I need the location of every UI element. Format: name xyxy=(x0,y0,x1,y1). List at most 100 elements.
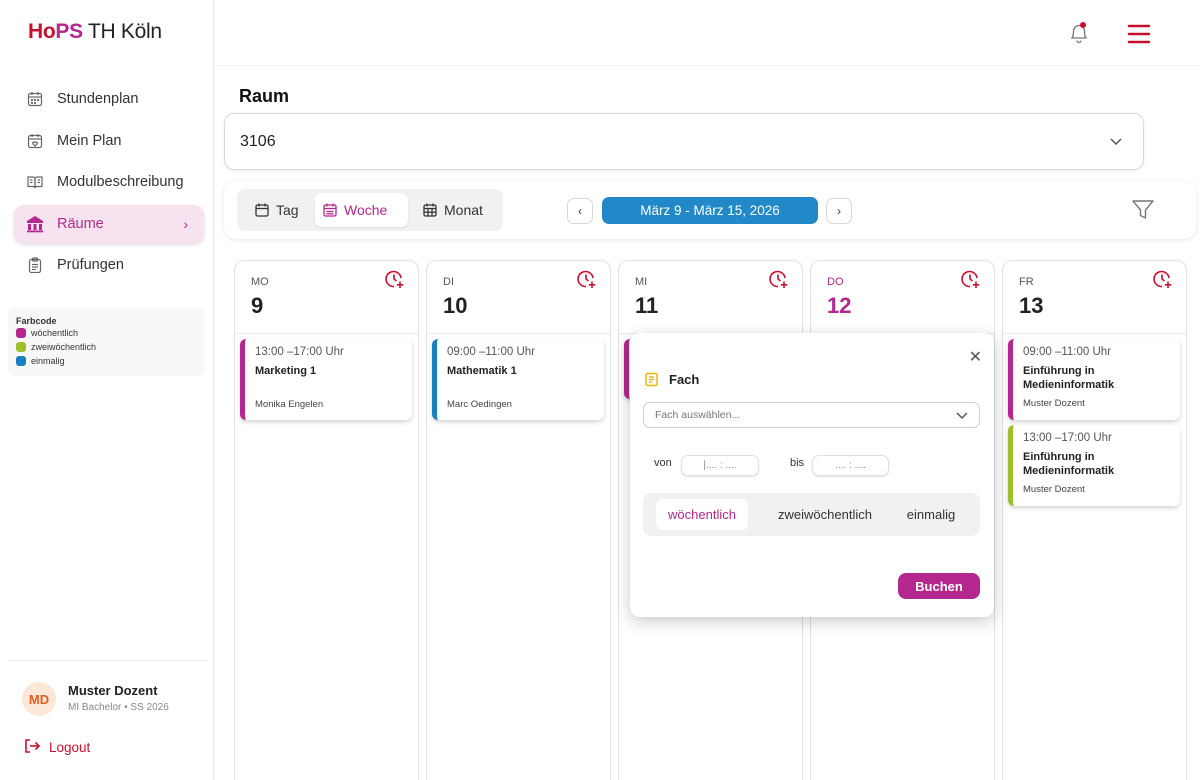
event-card[interactable]: 09:00 –11:00 Uhr Mathematik 1 Marc Oedin… xyxy=(432,339,604,420)
day-header: DO 12 xyxy=(811,261,994,334)
building-icon xyxy=(26,215,44,233)
calendar-month-icon xyxy=(423,203,437,217)
sidebar-item-pruefungen[interactable]: Prüfungen xyxy=(14,246,204,284)
event-lecturer: Marc Oedingen xyxy=(447,398,512,410)
user-name: Muster Dozent xyxy=(68,683,158,698)
day-abbr: DI xyxy=(443,276,454,288)
calendar-icon xyxy=(255,203,269,217)
sidebar-item-modulbeschreibung[interactable]: Modulbeschreibung xyxy=(14,163,204,201)
to-time-placeholder: .... : .... xyxy=(835,460,866,471)
legend-title: Farbcode xyxy=(16,316,57,326)
day-number: 12 xyxy=(827,293,852,318)
day-column-monday: MO 9 13:00 –17:00 Uhr Marketing 1 Monika… xyxy=(234,260,419,780)
day-abbr: MO xyxy=(251,276,269,288)
to-time-input[interactable]: .... : .... xyxy=(812,455,889,476)
logout-icon xyxy=(24,738,41,757)
calendar-heart-icon xyxy=(26,132,44,150)
event-time: 09:00 –11:00 Uhr xyxy=(447,346,536,358)
add-time-clock-icon[interactable] xyxy=(384,269,406,296)
frequency-biweekly[interactable]: zweiwöchentlich xyxy=(778,507,872,522)
add-time-clock-icon[interactable] xyxy=(768,269,790,296)
logout-button[interactable]: Logout xyxy=(24,738,90,757)
day-number: 13 xyxy=(1019,293,1044,318)
add-time-clock-icon[interactable] xyxy=(576,269,598,296)
hamburger-menu-icon[interactable] xyxy=(1126,22,1152,46)
event-card[interactable]: 13:00 –17:00 Uhr Marketing 1 Monika Enge… xyxy=(240,339,412,420)
sidebar-item-mein-plan[interactable]: Mein Plan xyxy=(14,122,204,160)
subject-heading: Fach xyxy=(644,372,699,387)
event-lecturer: Monika Engelen xyxy=(255,398,324,410)
sidebar-item-stundenplan[interactable]: Stundenplan xyxy=(14,80,204,118)
notification-bell-icon[interactable] xyxy=(1067,20,1091,46)
frequency-once[interactable]: einmalig xyxy=(906,507,956,522)
frequency-switcher: wöchentlich zweiwöchentlich einmalig xyxy=(643,493,980,536)
date-range-display[interactable]: März 9 - März 15, 2026 xyxy=(602,197,818,224)
event-time: 13:00 –17:00 Uhr xyxy=(255,346,344,358)
book-button[interactable]: Buchen xyxy=(898,573,980,599)
chevron-right-icon: › xyxy=(837,204,841,218)
from-time-input[interactable]: |.... : .... xyxy=(681,455,759,476)
brand-logo[interactable]: HoPS TH Köln xyxy=(28,20,162,44)
color-legend: Farbcode wöchentlich zweiwöchentlich ein… xyxy=(8,308,204,376)
legend-label: einmalig xyxy=(31,356,65,366)
booking-dialog: ✕ Fach Fach auswählen... von |.... : ...… xyxy=(630,333,994,617)
legend-swatch xyxy=(16,342,26,352)
legend-label: zweiwöchentlich xyxy=(31,342,97,352)
filter-icon[interactable] xyxy=(1131,198,1155,227)
day-number: 11 xyxy=(635,293,659,318)
add-time-clock-icon[interactable] xyxy=(1152,269,1174,296)
event-time: 13:00 –17:00 Uhr xyxy=(1023,432,1112,444)
event-title: Marketing 1 xyxy=(255,365,317,377)
sidebar-nav: Stundenplan Mein Plan Modulbeschreibung … xyxy=(14,80,204,288)
chevron-down-icon xyxy=(1109,134,1123,153)
tab-week-view[interactable]: Woche xyxy=(315,193,408,227)
event-time: 09:00 –11:00 Uhr xyxy=(1023,346,1112,358)
event-lecturer: Muster Dozent xyxy=(1023,398,1085,409)
room-select[interactable]: 3106 xyxy=(224,113,1144,170)
event-title: Einführung in Medieninformatik xyxy=(1023,365,1115,391)
subject-label: Fach xyxy=(669,372,700,387)
room-label: Raum xyxy=(239,86,290,106)
brand-part-ps: PS xyxy=(55,20,83,43)
day-column-friday: FR 13 09:00 –11:00 Uhr Einführung in Med… xyxy=(1002,260,1187,780)
tab-month-view[interactable]: Monat xyxy=(415,193,491,227)
tab-label: Woche xyxy=(344,202,388,218)
close-icon[interactable]: ✕ xyxy=(968,349,982,366)
legend-label: wöchentlich xyxy=(31,328,79,338)
day-abbr: FR xyxy=(1019,276,1034,288)
day-abbr: DO xyxy=(827,276,844,288)
frequency-weekly[interactable]: wöchentlich xyxy=(656,499,748,530)
chevron-down-icon xyxy=(955,410,969,425)
day-number: 9 xyxy=(251,293,264,318)
from-label: von xyxy=(654,457,672,469)
sidebar: HoPS TH Köln Stundenplan Mein Plan Modul… xyxy=(0,0,214,780)
next-week-button[interactable]: › xyxy=(826,198,852,224)
event-title: Einführung in Medieninformatik xyxy=(1023,451,1115,477)
day-header: MO 9 xyxy=(235,261,418,334)
previous-week-button[interactable]: ‹ xyxy=(567,198,593,224)
room-select-value: 3106 xyxy=(240,132,276,150)
sidebar-item-raeume[interactable]: Räume › xyxy=(14,204,204,243)
logout-label: Logout xyxy=(49,740,91,755)
divider xyxy=(8,660,208,661)
sidebar-item-label: Mein Plan xyxy=(57,132,122,149)
legend-swatch xyxy=(16,356,26,366)
event-card[interactable]: 09:00 –11:00 Uhr Einführung in Medieninf… xyxy=(1008,339,1180,420)
calendar-icon xyxy=(26,90,44,108)
avatar[interactable]: MD xyxy=(22,682,56,716)
sidebar-item-label: Modulbeschreibung xyxy=(57,174,184,190)
day-column-tuesday: DI 10 09:00 –11:00 Uhr Mathematik 1 Marc… xyxy=(426,260,611,780)
event-lecturer: Muster Dozent xyxy=(1023,484,1085,495)
subject-select[interactable]: Fach auswählen... xyxy=(643,402,980,428)
add-time-clock-icon[interactable] xyxy=(960,269,982,296)
day-abbr: MI xyxy=(635,276,648,288)
view-switcher: Tag Woche Monat xyxy=(237,189,503,231)
sidebar-item-label: Stundenplan xyxy=(57,91,139,107)
calendar-week-icon xyxy=(323,203,337,217)
tab-day-view[interactable]: Tag xyxy=(247,193,307,227)
day-header: FR 13 xyxy=(1003,261,1186,334)
day-header: DI 10 xyxy=(427,261,610,334)
sidebar-item-label: Räume xyxy=(57,215,104,232)
event-card[interactable]: 13:00 –17:00 Uhr Einführung in Medieninf… xyxy=(1008,425,1180,506)
top-bar xyxy=(214,0,1200,66)
